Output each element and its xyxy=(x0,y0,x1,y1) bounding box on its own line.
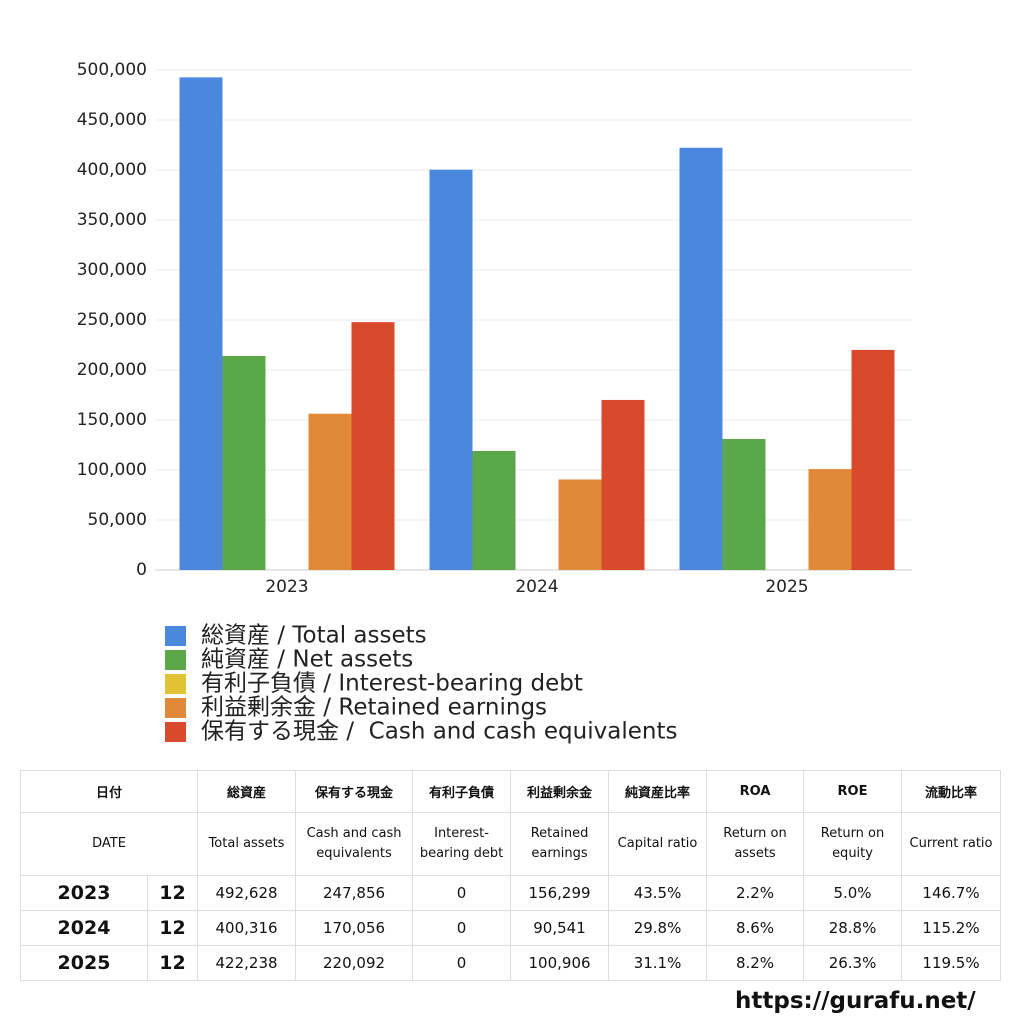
y-tick-label: 250,000 xyxy=(77,310,147,330)
table-cell: 90,541 xyxy=(510,910,610,946)
legend-label: 利益剰余金 / Retained earnings xyxy=(201,695,547,721)
header-row: 日付 総資産 保有する現金 有利子負債 利益剰余金 純資産比率 ROA ROE 流動比率 xyxy=(19,770,1002,813)
bar xyxy=(601,399,645,570)
legend-swatch xyxy=(165,650,186,670)
y-tick-label: 400,000 xyxy=(77,160,147,180)
bar xyxy=(851,349,895,570)
y-tick-label: 350,000 xyxy=(77,210,147,230)
table-cell: 2025 xyxy=(20,945,148,981)
table-cell: 8.2% xyxy=(706,945,805,981)
header-cell: 保有する現金 xyxy=(295,770,414,813)
header-cell: ROE xyxy=(803,770,903,813)
header-cell: Interest-bearing debt xyxy=(412,812,512,876)
header-cell: 利益剰余金 xyxy=(510,770,610,813)
table-cell: 492,628 xyxy=(197,875,297,911)
bar xyxy=(679,147,723,570)
data-row: 2023 12 492,628 247,856 0 156,299 43.5% 2.2% 5.0… xyxy=(20,875,1002,911)
table-cell: 0 xyxy=(412,910,512,946)
legend-label: 純資産 / Net assets xyxy=(201,647,413,673)
table-cell: 12 xyxy=(146,910,199,946)
bar xyxy=(429,169,473,570)
table-cell: 8.6% xyxy=(706,910,805,946)
header-cell: 有利子負債 xyxy=(412,770,512,813)
table-cell: 26.3% xyxy=(803,945,903,981)
table-cell: 220,092 xyxy=(295,945,414,981)
table-cell: 43.5% xyxy=(608,875,708,911)
header-cell: Capital ratio xyxy=(608,812,708,876)
data-table: 日付 総資産 保有する現金 有利子負債 利益剰余金 純資産比率 ROA ROE 流動比率 DATE… xyxy=(19,770,1002,981)
y-tick-label: 50,000 xyxy=(88,510,147,530)
data-row: 2025 12 422,238 220,092 0 100,906 31.1% 8.2% 26.… xyxy=(20,945,1002,981)
bar xyxy=(222,356,266,570)
table-cell: 28.8% xyxy=(803,910,903,946)
table-cell: 422,238 xyxy=(197,945,297,981)
table-cell: 31.1% xyxy=(608,945,708,981)
table-cell: 12 xyxy=(146,945,199,981)
x-tick-label: 2025 xyxy=(765,577,808,597)
bar xyxy=(722,439,766,570)
y-tick-label: 500,000 xyxy=(77,60,147,80)
header-cell: 純資産比率 xyxy=(608,770,708,813)
header-cell: ROA xyxy=(706,770,805,813)
legend-swatch xyxy=(165,722,186,742)
y-tick-label: 300,000 xyxy=(77,260,147,280)
chart: 0 50,000 100,000 150,000 200,000 250,000 300,0… xyxy=(77,60,912,745)
bar xyxy=(808,469,852,570)
header-cell: Total assets xyxy=(197,812,297,876)
header-cell: Return on equity xyxy=(803,812,903,876)
header-cell: Current ratio xyxy=(901,812,1002,876)
legend-swatch xyxy=(165,626,186,646)
y-tick-label: 450,000 xyxy=(77,110,147,130)
legend-label: 有利子負債 / Interest-bearing debt xyxy=(201,671,583,697)
header-cell: DATE xyxy=(19,812,199,876)
legend-label: 総資産 / Total assets xyxy=(201,623,427,649)
x-tick-label: 2024 xyxy=(515,577,558,597)
table-cell: 156,299 xyxy=(510,875,610,911)
header-cell: 総資産 xyxy=(197,770,297,813)
table-cell: 5.0% xyxy=(803,875,903,911)
table-cell: 0 xyxy=(412,945,512,981)
table-cell: 0 xyxy=(412,875,512,911)
table-cell: 400,316 xyxy=(197,910,297,946)
bar xyxy=(351,322,395,570)
table-cell: 170,056 xyxy=(295,910,414,946)
bar xyxy=(472,451,516,570)
legend-label: 保有する現金 / Cash and cash equivalents xyxy=(201,719,677,745)
header-cell: 流動比率 xyxy=(901,770,1002,813)
header-row: DATE Total assets Cash and cash equivalent… xyxy=(19,812,1002,876)
table-body: 日付 総資産 保有する現金 有利子負債 利益剰余金 純資産比率 ROA ROE 流動比率 DATE… xyxy=(19,770,1002,981)
x-tick-label: 2023 xyxy=(265,577,308,597)
table-cell: 2023 xyxy=(20,875,148,911)
table-cell: 247,856 xyxy=(295,875,414,911)
table-cell: 2024 xyxy=(20,910,148,946)
bar xyxy=(179,77,223,570)
table-cell: 146.7% xyxy=(901,875,1002,911)
header-cell: Return on assets xyxy=(706,812,805,876)
table-cell: 119.5% xyxy=(901,945,1002,981)
table-cell: 29.8% xyxy=(608,910,708,946)
table-cell: 100,906 xyxy=(510,945,610,981)
table-cell: 12 xyxy=(146,875,199,911)
bar xyxy=(558,479,602,570)
y-tick-label: 150,000 xyxy=(77,410,147,430)
y-tick-label: 200,000 xyxy=(77,360,147,380)
table-cell: 2.2% xyxy=(706,875,805,911)
legend-swatch xyxy=(165,674,186,694)
footer-url: https://gurafu.net/ xyxy=(735,988,976,1014)
bar xyxy=(308,413,352,570)
legend-swatch xyxy=(165,698,186,718)
header-cell: 日付 xyxy=(19,770,199,813)
header-cell: Cash and cash equivalents xyxy=(295,812,414,876)
data-row: 2024 12 400,316 170,056 0 90,541 29.8% 8.6% 28.8… xyxy=(20,910,1002,946)
header-cell: Retained earnings xyxy=(510,812,610,876)
table-cell: 115.2% xyxy=(901,910,1002,946)
y-tick-label: 100,000 xyxy=(77,460,147,480)
y-tick-label: 0 xyxy=(136,560,147,580)
